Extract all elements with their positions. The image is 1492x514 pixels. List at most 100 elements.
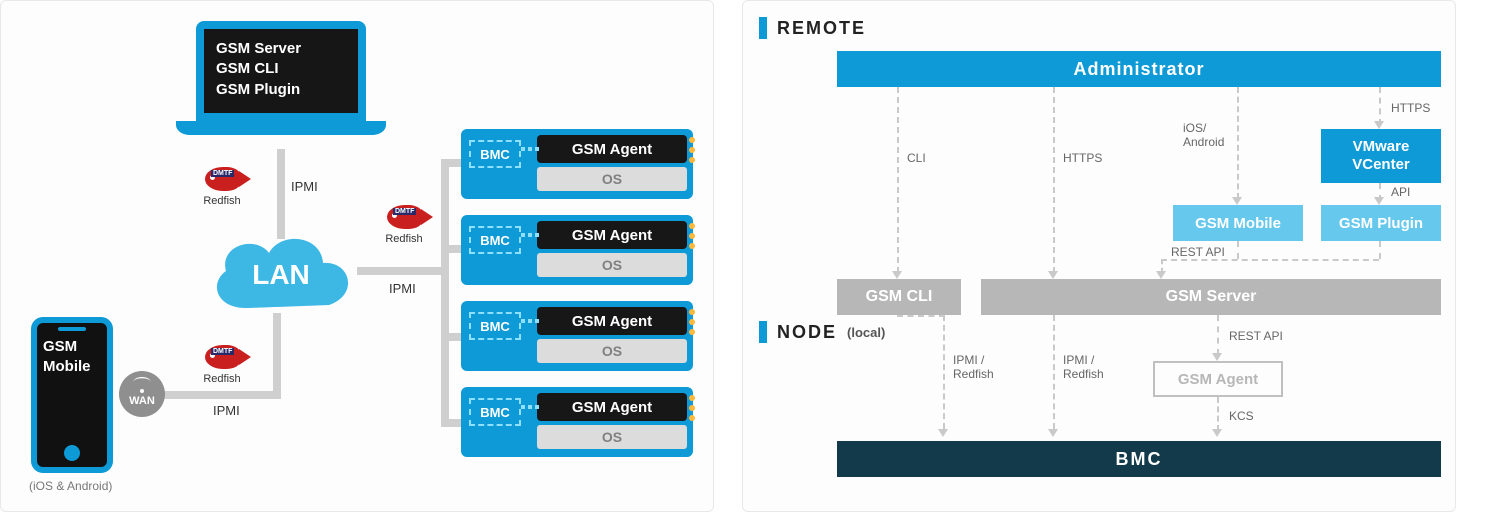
redfish-icon-bottom: DMTF Redfish xyxy=(187,345,257,385)
server-agent-label: GSM Agent xyxy=(537,393,687,421)
administrator-box: Administrator xyxy=(837,51,1441,87)
redfish-label: Redfish xyxy=(203,195,240,207)
node-subtitle: (local) xyxy=(847,325,885,340)
arrow-https2 xyxy=(1374,121,1384,129)
conn-ipmi2 xyxy=(1053,315,1055,429)
architecture-layer-diagram: REMOTE NODE (local) Administrator VMware… xyxy=(742,0,1456,512)
conn-mobile-down xyxy=(1237,241,1239,259)
label-https: HTTPS xyxy=(1063,151,1102,165)
label-https2: HTTPS xyxy=(1391,101,1430,115)
gsm-cli-label: GSM CLI xyxy=(866,288,933,306)
label-api: API xyxy=(1391,185,1410,199)
server-node: BMC GSM Agent OS xyxy=(461,215,693,285)
phone-speaker xyxy=(58,327,86,331)
laptop-line-2: GSM CLI xyxy=(216,59,346,79)
label-rest-api2: REST API xyxy=(1229,329,1283,343)
redfish-icon-mid: DMTF Redfish xyxy=(369,205,439,245)
arrow-ipmi2 xyxy=(1048,429,1058,437)
arrow-https xyxy=(1048,271,1058,279)
server-bmc: BMC xyxy=(469,312,521,340)
gsm-cli-box: GSM CLI xyxy=(837,279,961,315)
line-wan-to-cloud-v xyxy=(273,313,281,399)
lan-label: LAN xyxy=(201,259,361,291)
laptop-base xyxy=(176,121,386,135)
server-agent-label: GSM Agent xyxy=(537,307,687,335)
label-ipmi-redfish: IPMI / Redfish xyxy=(953,353,994,381)
phone-line-1: GSM xyxy=(43,337,101,357)
arrow-ipmi1 xyxy=(938,429,948,437)
administrator-label: Administrator xyxy=(1073,59,1204,80)
conn-https xyxy=(1053,87,1055,273)
conn-https2 xyxy=(1379,87,1381,125)
server-os-label: OS xyxy=(537,253,687,277)
conn-ipmi1-h xyxy=(897,315,945,317)
laptop-line-1: GSM Server xyxy=(216,39,346,59)
network-topology-diagram: GSM Server GSM CLI GSM Plugin LAN DMTF R… xyxy=(0,0,714,512)
redfish-icon-top: DMTF Redfish xyxy=(187,167,257,207)
server-bmc: BMC xyxy=(469,140,521,168)
ipmi-label-top: IPMI xyxy=(291,179,318,194)
lan-cloud-icon: LAN xyxy=(201,223,361,323)
gsm-agent-label: GSM Agent xyxy=(1178,371,1258,388)
laptop-icon: GSM Server GSM CLI GSM Plugin xyxy=(181,21,381,151)
wifi-icon xyxy=(133,381,151,393)
line-servers-v xyxy=(441,159,449,427)
label-cli: CLI xyxy=(907,151,926,165)
arrow-cli xyxy=(892,271,902,279)
conn-cli xyxy=(897,87,899,273)
gsm-server-box: GSM Server xyxy=(981,279,1441,315)
gsm-plugin-box: GSM Plugin xyxy=(1321,205,1441,241)
dmtf-badge: DMTF xyxy=(393,208,416,215)
server-os-label: OS xyxy=(537,167,687,191)
arrow-ios-android xyxy=(1232,197,1242,205)
gsm-agent-box: GSM Agent xyxy=(1153,361,1283,397)
arrow-api xyxy=(1374,197,1384,205)
server-bmc: BMC xyxy=(469,226,521,254)
arrow-rest xyxy=(1156,271,1166,279)
conn-plugin-down xyxy=(1379,241,1381,259)
server-bmc: BMC xyxy=(469,398,521,426)
server-agent-label: GSM Agent xyxy=(537,135,687,163)
remote-title: REMOTE xyxy=(777,18,866,39)
laptop-screen: GSM Server GSM CLI GSM Plugin xyxy=(196,21,366,121)
wan-icon: WAN xyxy=(119,371,165,417)
server-node: BMC GSM Agent OS xyxy=(461,129,693,199)
node-title: NODE xyxy=(777,322,837,343)
label-rest-api: REST API xyxy=(1171,245,1225,259)
line-wan-to-cloud-h xyxy=(161,391,281,399)
gsm-server-label: GSM Server xyxy=(1166,288,1257,306)
dmtf-badge: DMTF xyxy=(211,348,234,355)
vmware-line1: VMware xyxy=(1353,138,1410,156)
wan-label: WAN xyxy=(129,395,155,407)
ipmi-label-mid: IPMI xyxy=(389,281,416,296)
vmware-line2: VCenter xyxy=(1352,156,1410,174)
laptop-line-3: GSM Plugin xyxy=(216,80,346,100)
bmc-label: BMC xyxy=(1116,449,1163,470)
section-bar-icon xyxy=(759,321,767,343)
label-ios-android: iOS/ Android xyxy=(1183,121,1224,149)
remote-section-header: REMOTE xyxy=(759,17,866,39)
redfish-label: Redfish xyxy=(203,373,240,385)
bmc-box: BMC xyxy=(837,441,1441,477)
conn-kcs xyxy=(1217,397,1219,431)
line-cloud-to-servers-h xyxy=(357,267,449,275)
arrow-rest2 xyxy=(1212,353,1222,361)
gsm-mobile-box: GSM Mobile xyxy=(1173,205,1303,241)
phone-icon: GSM Mobile xyxy=(31,317,113,473)
server-node: BMC GSM Agent OS xyxy=(461,301,693,371)
gsm-plugin-label: GSM Plugin xyxy=(1339,215,1423,232)
node-section-header: NODE (local) xyxy=(759,321,885,343)
arrow-kcs xyxy=(1212,429,1222,437)
label-ipmi-redfish2: IPMI / Redfish xyxy=(1063,353,1104,381)
server-node: BMC GSM Agent OS xyxy=(461,387,693,457)
ipmi-label-bottom: IPMI xyxy=(213,403,240,418)
conn-rest2 xyxy=(1217,315,1219,355)
vmware-box: VMware VCenter xyxy=(1321,129,1441,183)
redfish-label: Redfish xyxy=(385,233,422,245)
server-stack: BMC GSM Agent OS BMC GSM Agent OS BMC GS… xyxy=(461,129,693,473)
server-os-label: OS xyxy=(537,425,687,449)
phone-caption: (iOS & Android) xyxy=(29,479,112,493)
section-bar-icon xyxy=(759,17,767,39)
gsm-mobile-label: GSM Mobile xyxy=(1195,215,1281,232)
label-kcs: KCS xyxy=(1229,409,1254,423)
